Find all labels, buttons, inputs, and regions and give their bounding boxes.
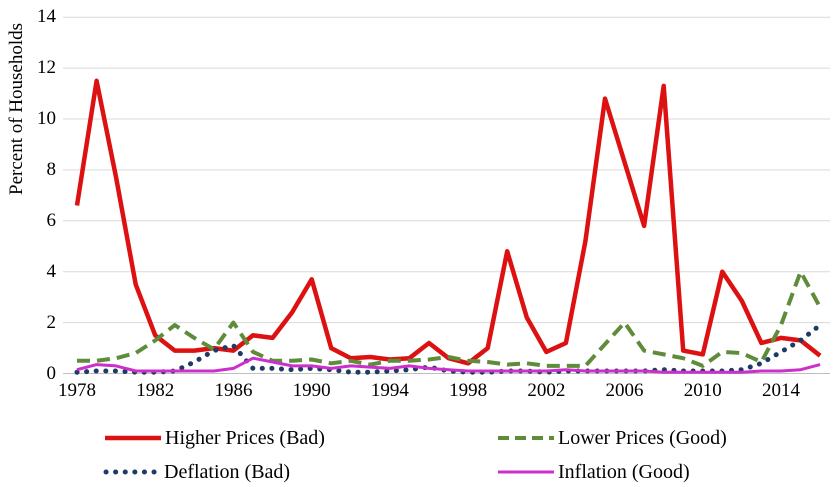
series-line-higher-prices-bad [74, 78, 822, 366]
x-tick-label: 1994 [370, 380, 409, 401]
x-tick-label: 1998 [449, 380, 488, 401]
y-tick-label: 4 [46, 260, 57, 282]
series-line-inflation-good [76, 356, 821, 374]
y-tick-label: 8 [46, 158, 57, 180]
legend-swatch-solid-magenta [498, 470, 554, 474]
legend-item-inflation: Inflation (Good) [497, 460, 690, 484]
y-tick-label: 6 [46, 209, 57, 231]
y-tick-label: 2 [46, 311, 57, 333]
legend-label: Higher Prices (Bad) [165, 427, 325, 449]
legend-item-higher-prices: Higher Prices (Bad) [104, 426, 325, 450]
y-tick-label: 14 [37, 6, 56, 28]
legend-label: Deflation (Bad) [164, 461, 291, 483]
x-tick-label: 1990 [292, 380, 331, 401]
legend-item-deflation: Deflation (Bad) [103, 460, 290, 484]
legend-swatch-solid-red [105, 435, 161, 441]
x-tick-label: 1986 [214, 380, 253, 401]
y-tick-label: 10 [37, 108, 56, 129]
legend-label: Inflation (Good) [558, 461, 690, 483]
x-tick-label: 2010 [683, 380, 722, 401]
series-line-lower-prices-good [77, 269, 822, 368]
x-tick-label: 2006 [605, 380, 644, 401]
x-tick-label: 1978 [58, 380, 96, 401]
x-tick-label: 1982 [136, 380, 175, 401]
legend-swatch-dashed-green [498, 436, 554, 440]
series-line-deflation-bad [74, 322, 823, 375]
y-tick-label: 12 [37, 57, 56, 79]
legend-swatch-dotted-navy [103, 469, 161, 475]
x-tick-label: 2002 [527, 380, 566, 401]
legend-label: Lower Prices (Good) [558, 427, 727, 449]
y-tick-label: 0 [46, 362, 57, 384]
legend-item-lower-prices: Lower Prices (Good) [497, 426, 727, 450]
line-chart [63, 16, 830, 375]
x-tick-label: 2014 [762, 380, 800, 401]
